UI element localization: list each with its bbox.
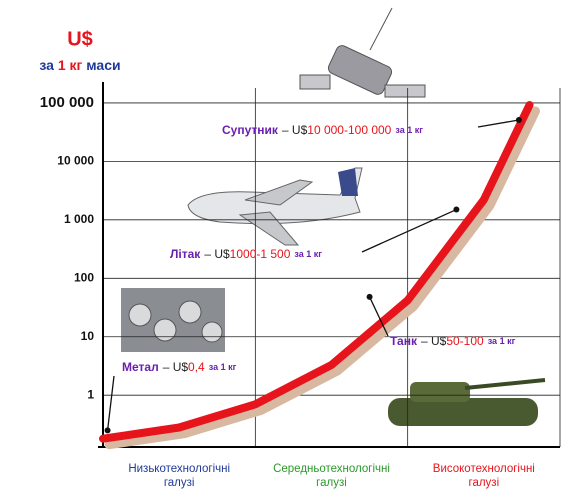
- y-title: U$: [67, 28, 93, 50]
- point-label: Танк– U$50-100 за 1 кг: [390, 334, 516, 348]
- chart: U$ за 1 кг маси 1 10 100 1 000 10 000 100 000…: [0, 0, 564, 497]
- point-range: 1000-1 500: [230, 247, 291, 261]
- leader-line: [478, 120, 519, 127]
- y-tick-label: 100 000: [40, 94, 94, 111]
- point-label: Метал – U$0,4 за 1 кг: [122, 360, 237, 374]
- x-band-label: галузі: [164, 477, 195, 489]
- point-name: Метал: [122, 360, 159, 374]
- x-band-label: галузі: [316, 477, 347, 489]
- point: [516, 117, 522, 123]
- y-tick-label: 1: [87, 387, 94, 401]
- x-band-label: Високотехнологічні: [433, 463, 535, 475]
- point-name: Супутник: [222, 123, 279, 137]
- point-range: 10 000-100 000: [307, 123, 391, 137]
- point: [367, 294, 373, 300]
- point-sep: – U$: [282, 123, 308, 137]
- point-range: 50-100: [446, 334, 484, 348]
- point: [453, 207, 459, 213]
- pipes-picture: [121, 288, 225, 352]
- leader-line: [108, 376, 114, 430]
- point-label: Супутник– U$10 000-100 000 за 1 кг: [222, 123, 423, 137]
- point: [105, 427, 111, 433]
- y-unit-part: 1 кг: [58, 57, 83, 73]
- x-band-label: Середньотехнологічні: [273, 463, 390, 475]
- plane-picture: [188, 168, 362, 245]
- point-name: Танк: [390, 334, 418, 348]
- y-unit-part: за: [39, 57, 54, 73]
- point-name: Літак: [170, 247, 201, 261]
- point-unit: за 1 кг: [294, 249, 322, 259]
- tank-picture: [388, 380, 545, 426]
- point-unit: за 1 кг: [209, 362, 237, 372]
- y-tick-label: 100: [74, 270, 94, 284]
- grid: [103, 88, 560, 447]
- y-unit-part: маси: [86, 57, 120, 73]
- x-band-label: Низькотехнологічні: [128, 463, 230, 475]
- point-sep: – U$: [163, 360, 189, 374]
- y-tick-label: 10 000: [57, 154, 94, 168]
- leader-line: [362, 210, 456, 252]
- point-unit: за 1 кг: [488, 336, 516, 346]
- y-tick-label: 1 000: [64, 212, 94, 226]
- point-sep: – U$: [204, 247, 230, 261]
- x-band-label: галузі: [469, 477, 500, 489]
- point-unit: за 1 кг: [395, 125, 423, 135]
- point-range: 0,4: [188, 360, 205, 374]
- point-sep: – U$: [421, 334, 447, 348]
- y-tick-label: 10: [81, 329, 95, 343]
- y-unit: за 1 кг маси: [39, 57, 120, 73]
- satellite-picture: [300, 8, 425, 97]
